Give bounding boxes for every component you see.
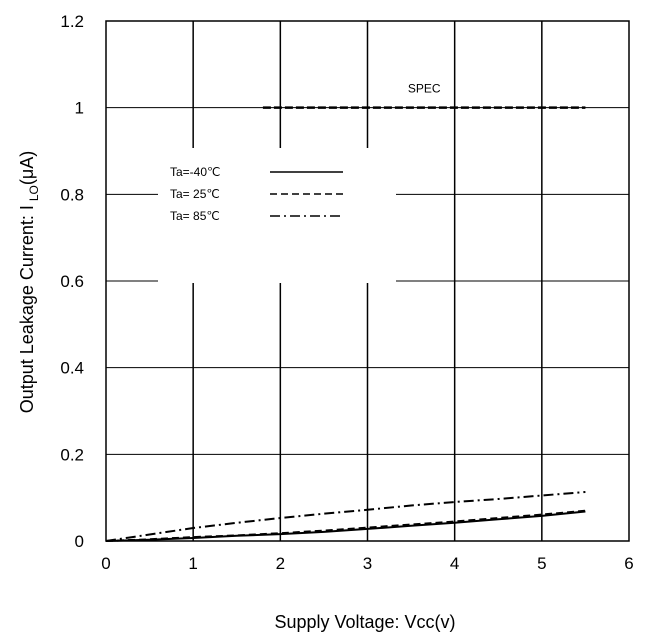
tick-labels: 0 1 2 3 4 5 6 0 0.2 0.4 0.6 0.8 1 1.2 bbox=[60, 12, 633, 573]
x-axis-title: Supply Voltage: Vcc(v) bbox=[274, 612, 455, 632]
y-tick-label: 0.8 bbox=[60, 185, 84, 204]
y-tick-label: 1.2 bbox=[60, 12, 84, 31]
x-tick-label: 2 bbox=[276, 554, 285, 573]
x-tick-label: 6 bbox=[624, 554, 633, 573]
x-tick-label: 5 bbox=[537, 554, 546, 573]
y-axis-title: Output Leakage Current: I LO(μA) bbox=[17, 151, 41, 414]
y-tick-label: 0.4 bbox=[60, 359, 84, 378]
y-tick-label: 0 bbox=[75, 532, 84, 551]
spec-label: SPEC bbox=[408, 82, 441, 96]
plot-frame bbox=[105, 20, 630, 542]
y-axis-title-main: Output Leakage Current: I bbox=[17, 205, 37, 413]
x-tick-label: 1 bbox=[188, 554, 197, 573]
y-axis-title-unit: (μA) bbox=[17, 151, 37, 185]
y-tick-label: 0.2 bbox=[60, 445, 84, 464]
x-tick-label: 0 bbox=[101, 554, 110, 573]
spec-limit: SPEC bbox=[262, 82, 586, 109]
series-line bbox=[105, 491, 586, 542]
y-axis-title-subscript: LO bbox=[27, 185, 41, 201]
series-line bbox=[105, 509, 586, 542]
data-series bbox=[105, 491, 586, 542]
y-tick-label: 1 bbox=[75, 99, 84, 118]
x-tick-label: 4 bbox=[450, 554, 459, 573]
legend-label: Ta= 85℃ bbox=[170, 209, 220, 223]
x-tick-label: 3 bbox=[363, 554, 372, 573]
legend: Ta=-40℃ Ta= 25℃ Ta= 85℃ bbox=[170, 165, 343, 223]
y-tick-label: 0.6 bbox=[60, 272, 84, 291]
legend-label: Ta= 25℃ bbox=[170, 187, 220, 201]
legend-label: Ta=-40℃ bbox=[170, 165, 221, 179]
